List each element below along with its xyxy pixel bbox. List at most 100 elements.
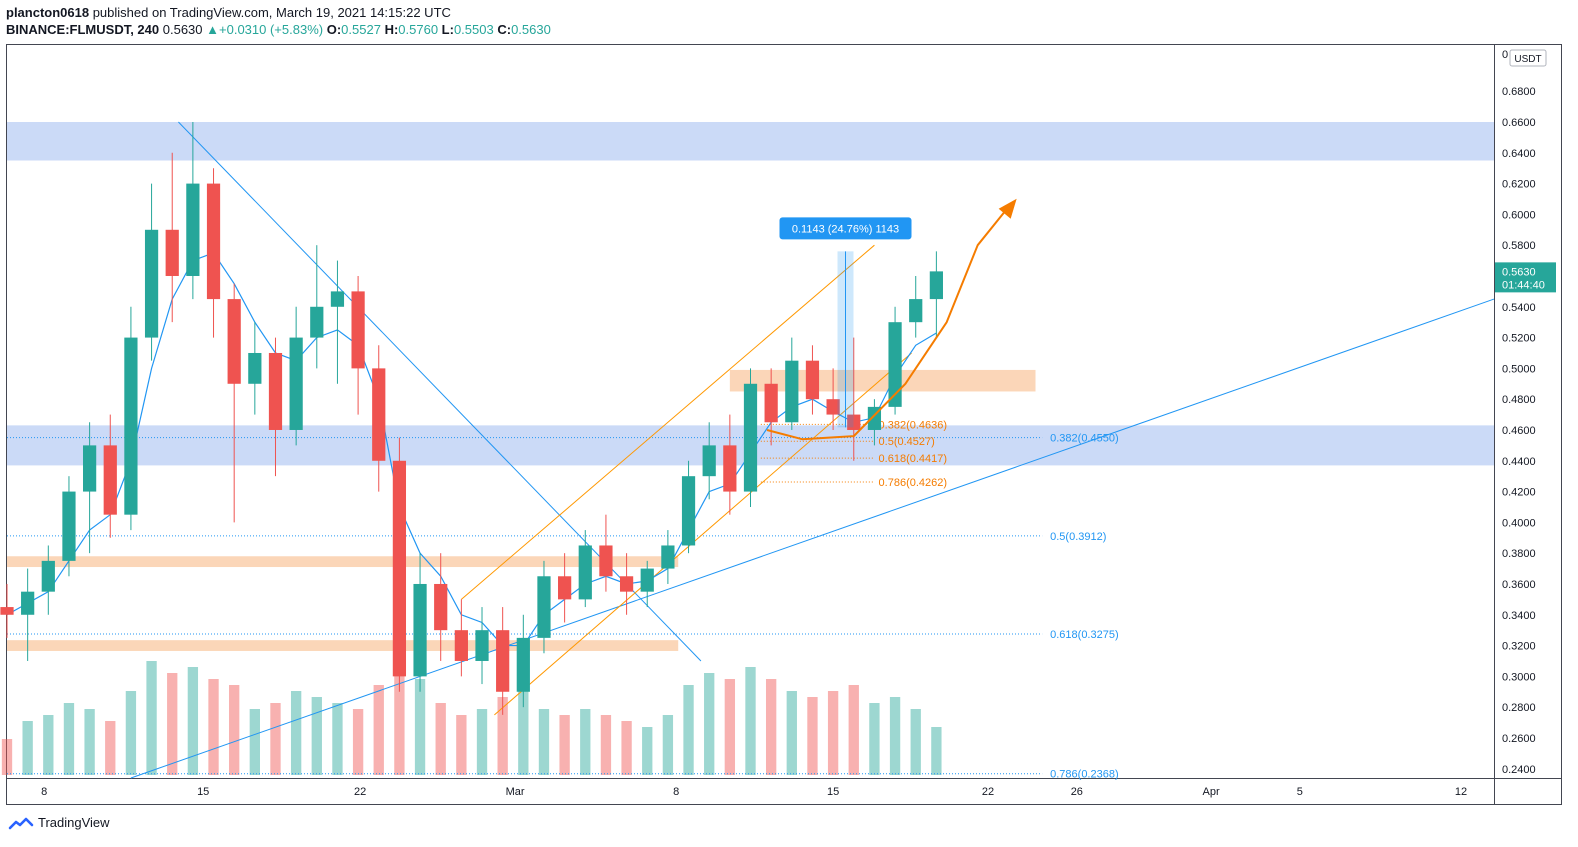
- fib-label: 0.382(0.4550): [1050, 433, 1119, 445]
- candle-body: [103, 445, 117, 515]
- x-tick-label: 26: [1071, 786, 1083, 798]
- blue-zone-0: [7, 121, 1494, 161]
- fib-mid-label: 0.382(0.4636): [879, 419, 948, 431]
- volume-bar: [290, 691, 302, 775]
- tradingview-brand[interactable]: TradingView: [8, 815, 110, 830]
- candle: [227, 283, 241, 523]
- candle: [62, 476, 76, 577]
- candle: [351, 275, 365, 415]
- volume-bar: [662, 715, 674, 775]
- x-tick-label: 8: [41, 786, 47, 798]
- volume-bar: [538, 709, 550, 775]
- volume-bar: [807, 697, 818, 775]
- open-label: O:: [326, 22, 342, 37]
- x-tick-label: 12: [1455, 786, 1467, 798]
- candle: [599, 514, 613, 592]
- candle-body: [599, 545, 613, 577]
- candle-body: [41, 560, 55, 592]
- candle-body: [310, 306, 324, 338]
- volume-bar: [889, 697, 901, 775]
- volume-bar: [580, 709, 591, 775]
- volume-bar: [931, 727, 942, 775]
- volume-bar: [22, 721, 33, 775]
- candle: [144, 183, 159, 361]
- orange-trendline: [494, 352, 912, 716]
- candle: [268, 337, 283, 477]
- close-value: 0.5630: [511, 22, 551, 37]
- x-tick-label: 8: [673, 786, 679, 798]
- candle: [21, 568, 35, 661]
- candle: [558, 553, 572, 623]
- candle-body: [144, 229, 159, 338]
- high-label: H:: [384, 22, 399, 37]
- candle-body: [929, 271, 943, 300]
- blue-trendline: [178, 121, 702, 662]
- candle: [454, 599, 468, 677]
- volume-bar: [827, 691, 839, 775]
- volume-bar: [621, 721, 632, 775]
- candle-body: [558, 576, 572, 600]
- candle-body: [805, 360, 820, 400]
- candle: [83, 422, 97, 554]
- candle-body: [83, 445, 97, 492]
- fib-mid-label: 0.786(0.4262): [879, 477, 948, 489]
- open-value: 0.5527: [341, 22, 381, 37]
- candle: [165, 152, 179, 323]
- candle: [41, 545, 55, 615]
- candle-body: [785, 360, 799, 423]
- y-tick-label: 0.6200: [1502, 179, 1536, 191]
- projection-arrow-head: [998, 198, 1017, 219]
- y-tick-label: 0.4200: [1502, 487, 1536, 499]
- candle: [289, 306, 303, 446]
- volume-bar: [704, 673, 715, 775]
- volume-bar: [765, 679, 777, 775]
- candle: [909, 275, 923, 338]
- volume-bar: [518, 691, 529, 775]
- candle-body: [909, 299, 923, 323]
- up-triangle-icon: ▲: [206, 22, 220, 37]
- y-tick-label: 0.3800: [1502, 548, 1536, 560]
- measure-label-box: [779, 217, 912, 240]
- projection-curve: [766, 206, 1010, 441]
- y-tick-label: 0.3400: [1502, 610, 1536, 622]
- candle-body: [165, 229, 179, 276]
- orange-zone-3: [7, 640, 679, 651]
- volume-bar: [600, 715, 612, 775]
- candle: [186, 121, 200, 300]
- candle-body: [434, 583, 448, 631]
- volume-bar: [786, 691, 797, 775]
- y-tick-label: 0.3600: [1502, 579, 1536, 591]
- candle: [847, 337, 861, 461]
- candle-body: [702, 445, 716, 477]
- candle-body: [392, 460, 407, 677]
- candle: [640, 560, 654, 608]
- x-tick-label: Mar: [506, 786, 525, 798]
- candle-body: [475, 630, 489, 661]
- x-tick-label: 5: [1297, 786, 1303, 798]
- y-tick-label: 0.6400: [1502, 148, 1536, 160]
- volume-bar: [43, 715, 54, 775]
- y-tick-label: 0.4000: [1502, 517, 1536, 529]
- y-tick-label: 0.5400: [1502, 302, 1536, 314]
- candle: [475, 607, 489, 685]
- candle-body: [413, 583, 427, 677]
- volume-bar: [456, 715, 467, 775]
- low-label: L:: [441, 22, 454, 37]
- candle-body: [62, 491, 76, 561]
- price-chart[interactable]: 0.382(0.4550) 0.5(0.3912) 0.618(0.3275) 0.7…: [0, 0, 1578, 812]
- candle: [206, 168, 221, 338]
- y-tick-label: 0.2400: [1502, 764, 1536, 776]
- x-tick-label: 15: [827, 786, 839, 798]
- volume-bar: [559, 715, 570, 775]
- author-name[interactable]: plancton0618: [6, 5, 90, 20]
- fib-label: 0.618(0.3275): [1050, 629, 1119, 641]
- y-tick-label: 0.2600: [1502, 733, 1536, 745]
- volume-bar: [394, 655, 405, 775]
- brand-label: TradingView: [38, 815, 110, 830]
- candle-body: [888, 322, 902, 407]
- candle: [0, 583, 14, 638]
- candle: [702, 422, 716, 500]
- candle-body: [619, 576, 634, 592]
- y-tick-label: 0.3200: [1502, 641, 1536, 653]
- tradingview-cloud-icon: [8, 817, 34, 829]
